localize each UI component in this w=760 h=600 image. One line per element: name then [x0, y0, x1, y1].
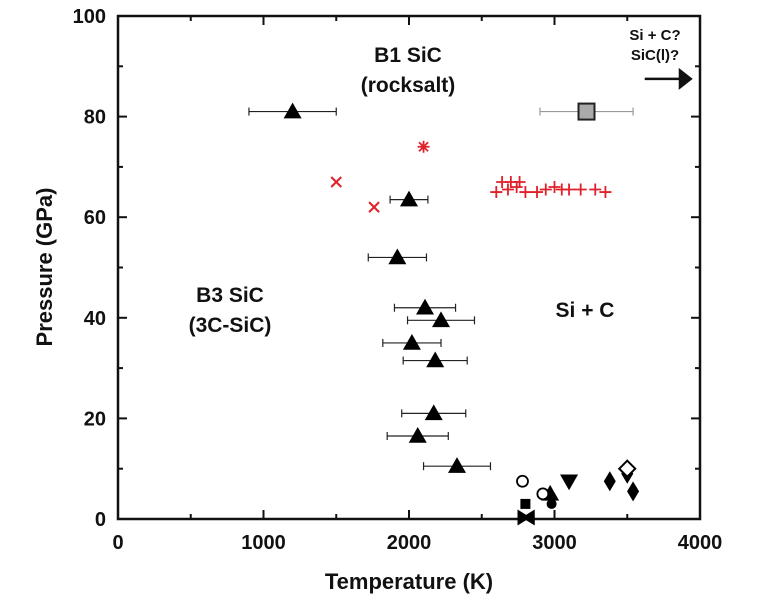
x-marker — [330, 176, 342, 188]
liquid-label-line1: Si + C? — [629, 27, 680, 44]
b3-label-line1: B3 SiC — [196, 284, 264, 307]
data-markers — [283, 102, 640, 526]
triangle-up-marker — [400, 190, 418, 207]
x-tick-label: 4000 — [678, 532, 723, 554]
plus-marker — [599, 186, 612, 199]
plus-marker — [589, 183, 602, 196]
y-tick-label: 80 — [84, 107, 106, 129]
plus-marker — [548, 181, 561, 194]
error-bars — [248, 107, 634, 471]
x-axis-title: Temperature (K) — [325, 569, 493, 594]
triangle-up-marker — [448, 457, 467, 473]
plus-marker — [531, 186, 544, 199]
y-tick-label: 20 — [84, 408, 106, 430]
b1-label-line2: (rocksalt) — [361, 74, 456, 97]
x-tick-label: 3000 — [532, 532, 577, 554]
si-c-region-label: Si + C — [556, 299, 615, 322]
triangle-down-marker — [560, 474, 579, 491]
triangle-up-marker — [402, 333, 421, 350]
open-diamond-marker — [617, 459, 637, 479]
plus-marker — [490, 186, 503, 199]
x-tick-label: 0 — [112, 532, 123, 554]
plus-marker — [539, 183, 552, 196]
triangle-up-marker — [426, 351, 445, 368]
arrow-head-icon — [678, 67, 693, 90]
plus-marker — [574, 183, 587, 196]
x-tick-label: 1000 — [241, 532, 286, 554]
y-axis-title: Pressure (GPa) — [32, 188, 57, 347]
plus-marker — [519, 186, 532, 199]
x-marker — [368, 201, 380, 213]
liquid-label-line2: SiC(l)? — [631, 47, 679, 64]
square-marker — [577, 102, 596, 121]
axis-ticks: 0 1000 2000 3000 4000 0 20 40 60 80 100 — [73, 6, 723, 554]
diamond-marker — [603, 471, 616, 492]
annotations: B1 SiC (rocksalt) B3 SiC (3C-SiC) Si + C… — [189, 27, 693, 337]
y-tick-label: 40 — [84, 308, 106, 330]
x-tick-label: 2000 — [387, 532, 432, 554]
plus-marker — [563, 183, 576, 196]
triangle-up-marker — [283, 102, 302, 119]
asterisk-marker — [417, 140, 430, 153]
b1-label-line1: B1 SiC — [374, 44, 442, 67]
plus-marker — [513, 175, 526, 188]
diamond-marker — [627, 481, 640, 502]
triangle-up-marker — [432, 311, 451, 328]
filled-circle-marker — [546, 498, 557, 509]
y-tick-label: 0 — [95, 509, 106, 531]
plus-marker — [501, 183, 514, 196]
triangle-up-marker — [416, 298, 435, 315]
triangle-up-marker — [388, 248, 407, 265]
triangle-left-marker — [521, 509, 535, 526]
triangle-up-marker — [424, 404, 443, 421]
y-tick-label: 60 — [84, 207, 106, 229]
filled-square-marker — [520, 498, 531, 509]
b3-label-line2: (3C-SiC) — [189, 314, 272, 337]
open-circle-marker — [516, 474, 529, 488]
triangle-up-marker — [408, 427, 427, 443]
y-tick-label: 100 — [73, 6, 106, 28]
plus-marker — [510, 181, 523, 194]
open-circle-marker — [536, 487, 550, 501]
